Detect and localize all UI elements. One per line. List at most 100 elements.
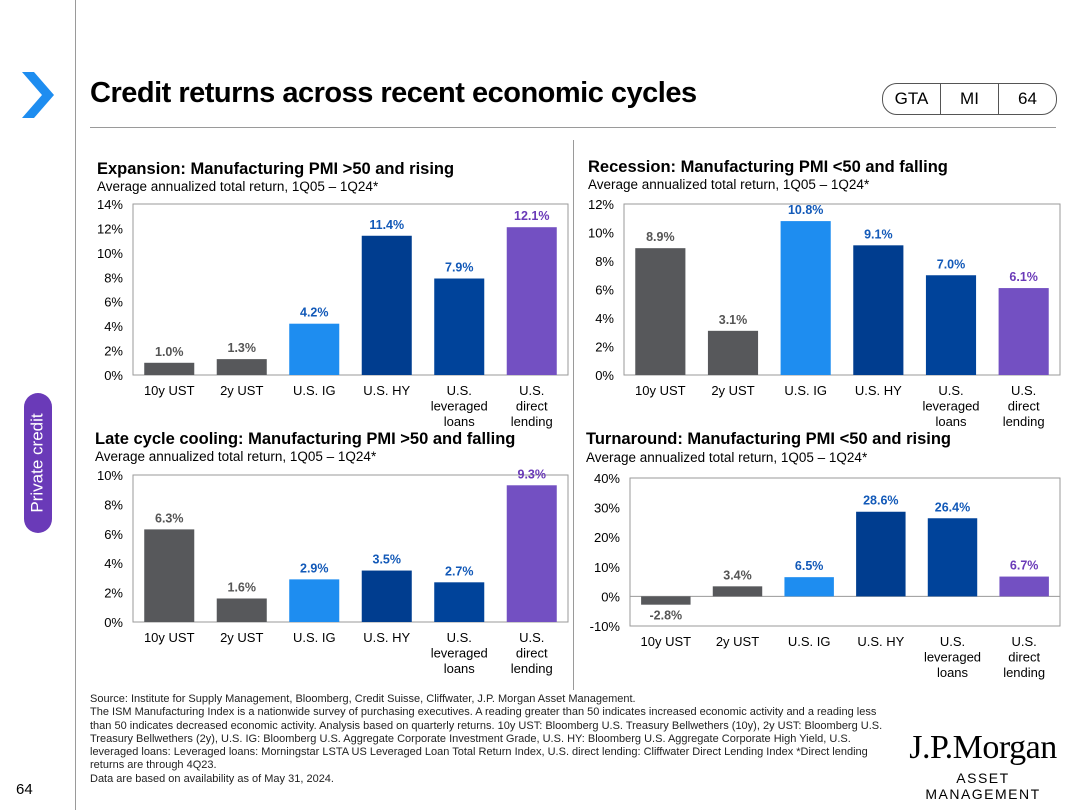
bar [853, 245, 904, 375]
bar [289, 323, 340, 375]
data-label: 7.0% [937, 257, 966, 271]
bar [998, 288, 1049, 375]
x-tick-label: leveraged [431, 646, 488, 661]
bar [289, 579, 340, 622]
data-label: 8.9% [646, 230, 675, 244]
x-tick-label: leveraged [922, 399, 979, 414]
bar [144, 529, 195, 622]
data-label: 2.7% [445, 564, 474, 578]
x-tick-label: 10y UST [635, 383, 686, 398]
bar [506, 485, 557, 622]
page-number: 64 [16, 781, 33, 798]
y-tick-label: 10% [594, 560, 620, 575]
x-tick-label: U.S. [447, 383, 472, 398]
y-tick-label: 8% [104, 497, 123, 512]
bar [707, 330, 759, 375]
x-tick-label: direct [1008, 399, 1040, 414]
y-tick-label: 40% [594, 471, 620, 486]
data-label: 3.1% [719, 313, 748, 327]
bar [635, 248, 686, 375]
bar [999, 576, 1049, 597]
x-tick-label: direct [516, 646, 548, 661]
x-tick-label: leveraged [924, 650, 981, 665]
data-label: 12.1% [514, 209, 549, 223]
bar [925, 275, 977, 375]
y-tick-label: 4% [595, 311, 614, 326]
y-tick-label: 6% [104, 527, 123, 542]
plot-frame [132, 203, 569, 376]
chart-title-recession: Recession: Manufacturing PMI <50 and fal… [588, 158, 948, 176]
x-tick-label: 2y UST [220, 630, 263, 645]
y-tick-label: 10% [97, 468, 123, 483]
x-tick-label: U.S. IG [293, 630, 336, 645]
y-tick-label: 0% [601, 589, 620, 604]
y-tick-label: 8% [595, 254, 614, 269]
bar [216, 598, 267, 622]
data-label: 28.6% [863, 494, 898, 508]
x-tick-label: direct [1008, 650, 1040, 665]
bar [712, 586, 763, 597]
jpmorgan-logo: J.P.Morgan ASSET MANAGEMENT [908, 730, 1058, 803]
chart-title-expansion: Expansion: Manufacturing PMI >50 and ris… [97, 160, 455, 178]
x-tick-label: 2y UST [716, 634, 759, 649]
x-tick-label: U.S. HY [855, 383, 902, 398]
chart-title-late-cycle: Late cycle cooling: Manufacturing PMI >5… [95, 430, 516, 448]
data-label: 6.1% [1009, 270, 1038, 284]
x-tick-label: lending [1003, 665, 1045, 680]
x-tick-label: loans [444, 414, 476, 429]
tag-page[interactable]: 64 [998, 84, 1056, 114]
data-label: 6.5% [795, 559, 824, 573]
y-tick-label: 12% [97, 221, 123, 236]
x-tick-label: U.S. HY [363, 383, 410, 398]
bar [144, 362, 195, 375]
footnote-date: Data are based on availability as of May… [90, 772, 334, 785]
chevron-right-icon [22, 72, 54, 118]
data-label: 3.5% [373, 553, 402, 567]
data-label: 6.7% [1010, 559, 1039, 573]
chart-title-turnaround: Turnaround: Manufacturing PMI <50 and ri… [586, 430, 952, 448]
x-tick-label: U.S. [447, 630, 472, 645]
y-tick-label: 10% [97, 246, 123, 261]
x-tick-label: U.S. IG [293, 383, 336, 398]
panel-divider [573, 140, 574, 690]
data-label: 11.4% [369, 218, 404, 232]
tag-mi[interactable]: MI [940, 84, 998, 114]
plot-frame [132, 474, 569, 623]
side-tab-private-credit[interactable]: Private credit [24, 393, 52, 533]
x-tick-label: 10y UST [641, 634, 692, 649]
x-tick-label: leveraged [431, 399, 488, 414]
bar [434, 582, 485, 622]
data-label: 4.2% [300, 306, 329, 320]
data-label: 7.9% [445, 261, 474, 275]
x-tick-label: 2y UST [220, 383, 263, 398]
y-tick-label: 14% [97, 197, 123, 212]
bar [641, 596, 691, 605]
x-tick-label: loans [937, 665, 969, 680]
data-label: 1.0% [155, 345, 184, 359]
page-title: Credit returns across recent economic cy… [90, 77, 697, 109]
x-tick-label: U.S. HY [857, 634, 904, 649]
x-tick-label: lending [511, 414, 553, 429]
chart-subtitle-turnaround: Average annualized total return, 1Q05 – … [586, 450, 868, 465]
y-tick-label: 2% [595, 340, 614, 355]
y-tick-label: 6% [104, 295, 123, 310]
x-tick-label: U.S. IG [788, 634, 831, 649]
bar [216, 359, 267, 375]
x-tick-label: U.S. [1011, 383, 1036, 398]
x-tick-label: direct [516, 399, 548, 414]
y-tick-label: 2% [104, 344, 123, 359]
footnotes: Source: Institute for Supply Management,… [90, 693, 895, 786]
logo-subtitle: ASSET MANAGEMENT [925, 770, 1041, 802]
tag-gta[interactable]: GTA [894, 89, 929, 108]
bar [361, 235, 412, 375]
tag-pill: GTA MI 64 [882, 83, 1057, 115]
data-label: 9.1% [864, 227, 893, 241]
x-tick-label: 2y UST [711, 383, 754, 398]
y-tick-label: 0% [595, 368, 614, 383]
y-tick-label: 0% [104, 615, 123, 630]
bar [434, 278, 485, 375]
